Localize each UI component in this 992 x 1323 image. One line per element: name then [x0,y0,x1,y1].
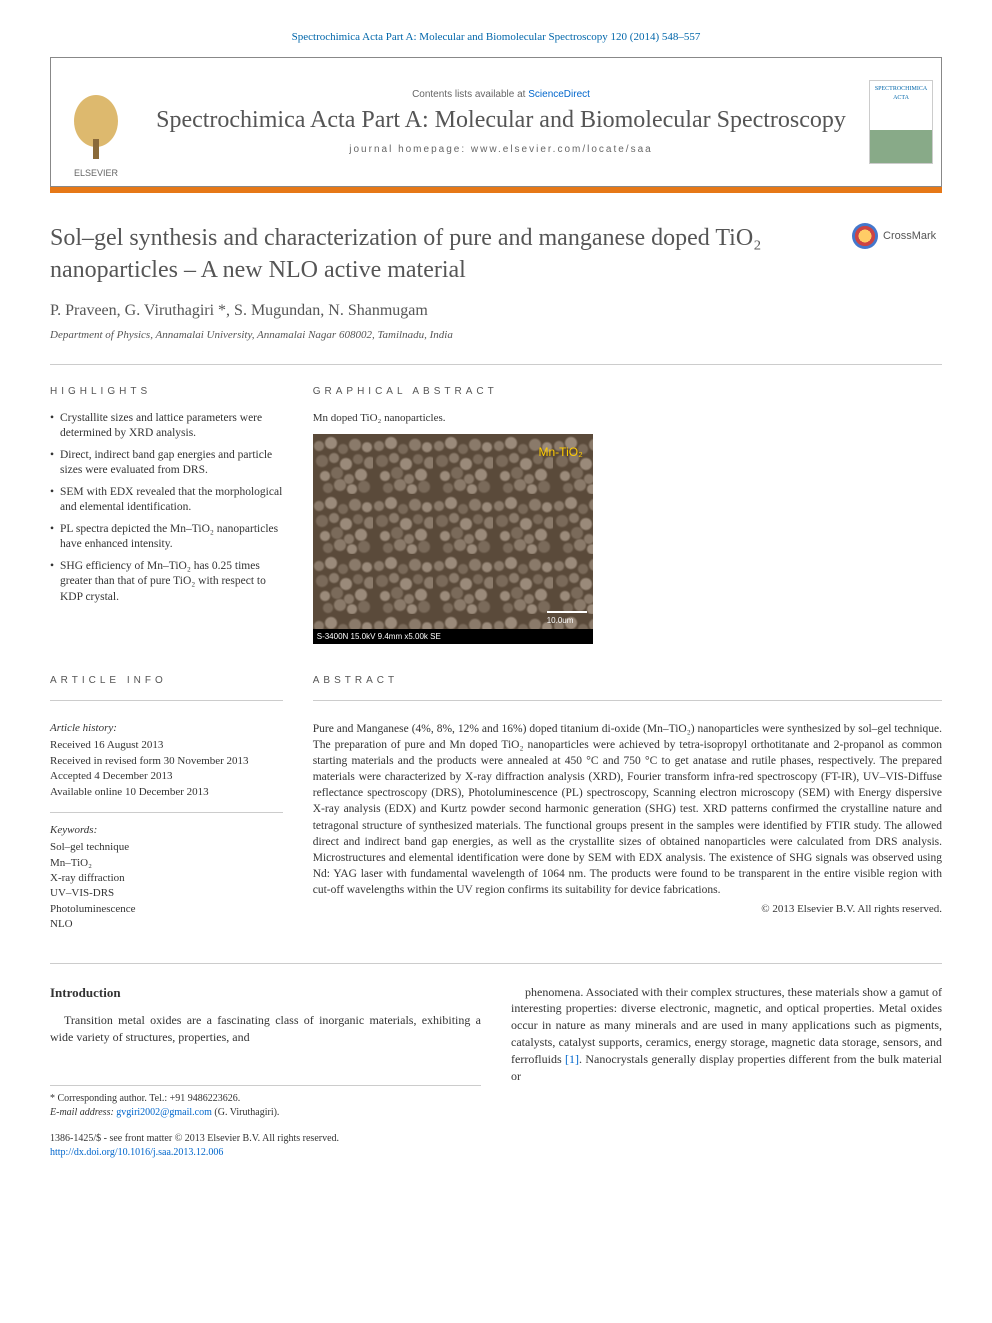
article-info-heading: ARTICLE INFO [50,674,283,688]
article-history: Article history: Received 16 August 2013… [50,721,283,813]
highlights-heading: HIGHLIGHTS [50,385,283,399]
graphical-abstract-heading: GRAPHICAL ABSTRACT [313,385,942,399]
article-info-column: ARTICLE INFO Article history: Received 1… [50,674,283,933]
header-center: Contents lists available at ScienceDirec… [141,58,861,186]
highlight-item: Crystallite sizes and lattice parameters… [50,411,283,442]
article-title: Sol–gel synthesis and characterization o… [50,223,852,285]
journal-header-box: ELSEVIER Contents lists available at Sci… [50,57,942,187]
abstract-column: ABSTRACT Pure and Manganese (4%, 8%, 12%… [313,674,942,933]
highlight-item: Direct, indirect band gap energies and p… [50,448,283,479]
issn-line: 1386-1425/$ - see front matter © 2013 El… [50,1132,481,1146]
sciencedirect-link[interactable]: ScienceDirect [528,89,590,100]
title-row: Sol–gel synthesis and characterization o… [50,223,942,285]
history-item: Received 16 August 2013 [50,738,283,753]
elsevier-tree-icon: ELSEVIER [61,91,131,181]
abstract-heading: ABSTRACT [313,674,942,688]
orange-accent-bar [50,187,942,193]
keyword-item: NLO [50,917,283,932]
cover-thumb-box: SPECTROCHIMICA ACTA [869,80,933,164]
keywords-title: Keywords: [50,823,283,838]
crossmark-label: CrossMark [883,229,936,244]
doi-link[interactable]: http://dx.doi.org/10.1016/j.saa.2013.12.… [50,1147,223,1158]
email-link[interactable]: gvgiri2002@gmail.com [116,1107,212,1118]
svg-text:ELSEVIER: ELSEVIER [74,168,119,178]
keywords-block: Keywords: Sol–gel technique Mn–TiO₂ X-ra… [50,823,283,933]
intro-paragraph-1: Transition metal oxides are a fascinatin… [50,1012,481,1046]
highlights-graphical-row: HIGHLIGHTS Crystallite sizes and lattice… [50,385,942,644]
keyword-item: Photoluminescence [50,902,283,917]
authors-list: P. Praveen, G. Viruthagiri *, S. Mugunda… [50,300,942,322]
sem-scale-bar: 10.0um [547,611,587,626]
keyword-item: X-ray diffraction [50,871,283,886]
body-right-column: phenomena. Associated with their complex… [511,984,942,1161]
body-left-column: Introduction Transition metal oxides are… [50,984,481,1161]
keyword-item: UV–VIS-DRS [50,886,283,901]
crossmark-icon [852,223,878,249]
email-name: (G. Viruthagiri). [214,1107,279,1118]
introduction-heading: Introduction [50,984,481,1002]
contents-available-label: Contents lists available at ScienceDirec… [141,88,861,102]
highlight-item: SEM with EDX revealed that the morpholog… [50,485,283,516]
highlight-item: SHG efficiency of Mn–TiO₂ has 0.25 times… [50,559,283,606]
info-abstract-row: ARTICLE INFO Article history: Received 1… [50,674,942,933]
abstract-text: Pure and Manganese (4%, 8%, 12% and 16%)… [313,721,942,898]
email-label: E-mail address: [50,1107,114,1118]
sem-footer-text: S-3400N 15.0kV 9.4mm x5.00k SE [317,631,441,642]
abstract-copyright: © 2013 Elsevier B.V. All rights reserved… [313,902,942,917]
keyword-item: Sol–gel technique [50,840,283,855]
divider [50,700,283,701]
divider [50,963,942,964]
sem-overlay-label: Mn-TiO₂ [539,444,583,461]
highlights-list: Crystallite sizes and lattice parameters… [50,411,283,606]
sem-footer-bar: S-3400N 15.0kV 9.4mm x5.00k SE [313,629,593,644]
crossmark-badge[interactable]: CrossMark [852,223,942,249]
contents-text: Contents lists available at [412,89,528,100]
journal-homepage: journal homepage: www.elsevier.com/locat… [141,143,861,157]
divider [50,364,942,365]
footnote-divider: * Corresponding author. Tel.: +91 948622… [50,1085,481,1120]
history-item: Received in revised form 30 November 201… [50,754,283,769]
divider [313,700,942,701]
highlight-item: PL spectra depicted the Mn–TiO₂ nanopart… [50,522,283,553]
body-columns: Introduction Transition metal oxides are… [50,984,942,1161]
front-matter: 1386-1425/$ - see front matter © 2013 El… [50,1132,481,1160]
history-title: Article history: [50,721,283,736]
journal-cover-thumbnail: SPECTROCHIMICA ACTA [861,58,941,186]
history-item: Available online 10 December 2013 [50,785,283,800]
graphical-caption: Mn doped TiO₂ nanoparticles. [313,411,942,426]
highlights-column: HIGHLIGHTS Crystallite sizes and lattice… [50,385,283,644]
intro-paragraph-2: phenomena. Associated with their complex… [511,984,942,1085]
email-line: E-mail address: gvgiri2002@gmail.com (G.… [50,1106,481,1120]
history-item: Accepted 4 December 2013 [50,769,283,784]
elsevier-logo: ELSEVIER [51,58,141,186]
keyword-item: Mn–TiO₂ [50,856,283,871]
ref-link-1[interactable]: [1] [565,1052,579,1066]
corresponding-author: * Corresponding author. Tel.: +91 948622… [50,1092,481,1106]
header-citation: Spectrochimica Acta Part A: Molecular an… [50,30,942,45]
graphical-abstract-column: GRAPHICAL ABSTRACT Mn doped TiO₂ nanopar… [313,385,942,644]
affiliation: Department of Physics, Annamalai Univers… [50,328,942,343]
journal-name: Spectrochimica Acta Part A: Molecular an… [141,106,861,135]
sem-micrograph-image: Mn-TiO₂ 10.0um S-3400N 15.0kV 9.4mm x5.0… [313,434,593,644]
